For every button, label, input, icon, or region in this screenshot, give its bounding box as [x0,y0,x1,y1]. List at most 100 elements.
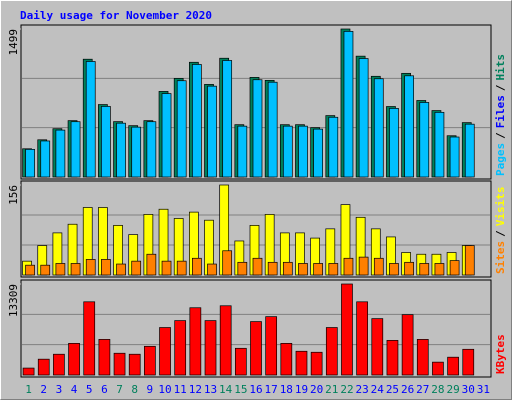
x-tick-label: 29 [446,383,459,396]
bar [237,261,248,276]
bar [161,93,172,178]
legend: KBytes [494,334,507,374]
x-tick-label: 4 [71,383,78,396]
x-tick-label: 30 [462,383,475,396]
bar [22,367,35,376]
bar [449,136,460,178]
x-tick-label: 17 [265,383,278,396]
x-tick-label: 8 [131,383,138,396]
bar [101,106,111,178]
bar [250,321,262,376]
x-tick-label: 6 [101,383,108,396]
bar [267,261,278,276]
bar [298,263,308,276]
x-tick-label: 24 [371,383,385,396]
legend-entry: Hits [494,54,507,81]
bar [192,64,202,178]
legend-separator: / [494,132,507,139]
bar [328,116,339,178]
bar [434,263,445,276]
x-tick-label: 21 [325,383,338,396]
bar [176,260,187,276]
legend-entry: KBytes [494,334,507,374]
bar [128,353,141,376]
bar [83,301,96,376]
bar [234,347,247,376]
x-tick-label: 10 [158,383,171,396]
x-tick-label: 12 [189,383,202,396]
bar [189,307,202,376]
legend-entry: Files [494,95,507,128]
y-tick-label: 13309 [7,284,20,317]
bar [113,352,126,376]
bar [464,245,475,276]
legend-separator: / [494,84,507,91]
bar [265,316,278,376]
bar [343,31,354,178]
bar [358,256,369,276]
bar [222,60,233,178]
bar [358,58,369,178]
bar [328,263,339,276]
bar [464,123,475,178]
bar [192,257,202,276]
bar [159,327,171,376]
bar [98,339,111,376]
legend-entry: Sites [494,241,507,274]
bar [404,75,414,178]
x-tick-label: 26 [401,383,414,396]
x-tick-label: 13 [204,383,217,396]
x-tick-label: 25 [386,383,399,396]
x-tick-label: 22 [340,383,353,396]
chart-title: Daily usage for November 2020 [20,9,212,22]
bar [419,263,430,276]
bar [295,350,308,376]
x-tick-label: 28 [431,383,444,396]
bar [386,340,399,376]
bar [341,283,353,376]
bar [356,301,368,376]
bar [204,320,217,376]
bar [298,125,308,178]
bar [313,263,323,276]
bar [416,339,429,376]
bar [70,263,81,276]
bar [447,356,459,376]
x-tick-label: 19 [295,383,308,396]
x-tick-label: 18 [280,383,293,396]
bar [116,263,126,276]
bar [432,361,444,376]
x-tick-label: 16 [249,383,262,396]
bar [371,318,384,376]
bar [40,264,51,276]
bar [282,125,293,178]
bar [404,261,414,276]
x-tick-label: 2 [40,383,47,396]
bar [325,327,338,376]
bar [85,259,96,276]
bar [222,250,233,276]
x-tick-label: 9 [147,383,154,396]
x-tick-label: 7 [116,383,123,396]
bar [313,128,323,178]
bar [252,257,263,276]
bar [174,320,187,376]
bar [176,80,187,178]
bar [449,260,460,276]
x-tick-label: 3 [56,383,63,396]
bar [131,126,142,178]
x-tick-label: 27 [416,383,429,396]
bar [280,342,293,376]
bar [207,85,217,178]
x-tick-label: 5 [86,383,93,396]
bar [434,111,445,178]
bar [373,78,384,178]
bar [282,261,293,276]
x-tick-label: 11 [174,383,187,396]
legend: Pages / Files / Hits [494,54,507,176]
bar [70,121,81,178]
bar [37,358,50,376]
bar [401,314,414,376]
